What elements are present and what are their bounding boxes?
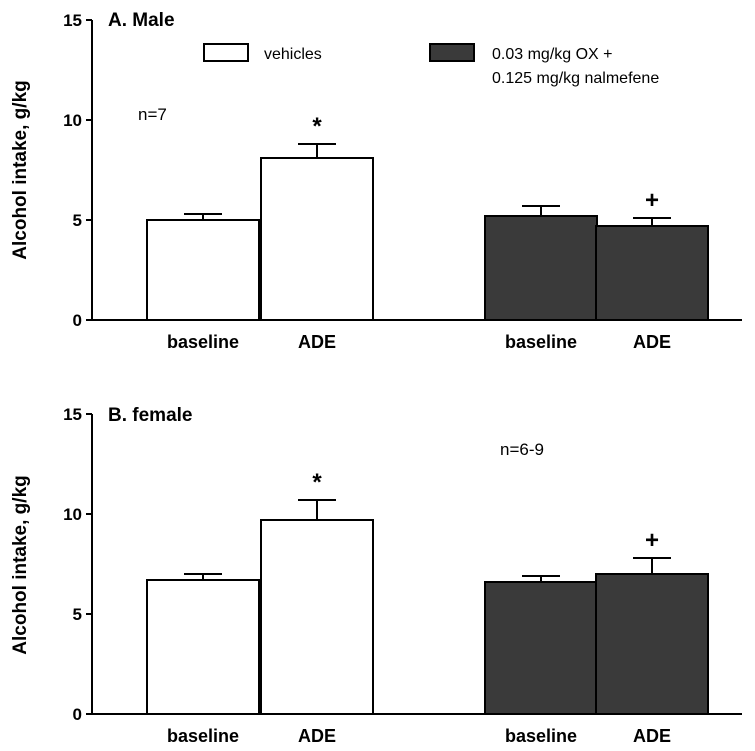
y-axis-label: Alcohol intake, g/kg [10, 475, 31, 654]
y-tick-label: 0 [73, 311, 82, 330]
y-tick-label: 10 [63, 111, 82, 130]
bar [484, 215, 598, 321]
bar [146, 579, 260, 715]
y-tick-label: 5 [73, 211, 82, 230]
y-tick-label: 5 [73, 605, 82, 624]
significance-marker: * [312, 113, 322, 140]
category-label: baseline [505, 726, 577, 746]
significance-markers: *+ [312, 113, 659, 214]
y-tick-label: 0 [73, 705, 82, 724]
bars [146, 519, 709, 715]
legend-swatch [429, 43, 475, 62]
bars [146, 157, 709, 321]
category-label: ADE [633, 332, 671, 352]
y-ticks: 0 5 10 15 [63, 11, 92, 330]
category-label: ADE [633, 726, 671, 746]
panel-title: A. Male [108, 10, 175, 31]
panel-male: A. Male Alcohol intake, g/kg n=7 *+ 0510… [10, 10, 742, 352]
y-tick-label: 15 [63, 11, 82, 30]
legend-label-line-2: 0.125 mg/kg nalmefene [492, 70, 659, 87]
bar [260, 157, 374, 321]
error-bars [184, 143, 671, 226]
bar [595, 573, 709, 715]
significance-marker: + [645, 527, 659, 554]
y-ticks: 0 5 10 15 [63, 405, 92, 724]
significance-markers: *+ [312, 469, 659, 554]
panel-female: B. female Alcohol intake, g/kg n=6-9 *+ … [10, 405, 742, 746]
sample-size-annotation: n=7 [138, 105, 167, 124]
category-labels: baseline ADE baseline ADE [167, 332, 671, 352]
legend-label: vehicles [264, 46, 322, 63]
category-label: baseline [167, 726, 239, 746]
significance-marker: * [312, 469, 322, 496]
panel-title: B. female [108, 405, 192, 426]
bar [260, 519, 374, 715]
legend: vehicles 0.03 mg/kg OX + 0.125 mg/kg nal… [203, 43, 659, 87]
sample-size-annotation: n=6-9 [500, 440, 544, 459]
category-label: baseline [167, 332, 239, 352]
bar [484, 581, 598, 715]
bar [595, 225, 709, 321]
significance-marker: + [645, 187, 659, 214]
legend-item-treatment: 0.03 mg/kg OX + 0.125 mg/kg nalmefene [429, 43, 659, 87]
legend-swatch [203, 43, 249, 62]
y-tick-label: 15 [63, 405, 82, 424]
category-label: baseline [505, 332, 577, 352]
y-tick-label: 10 [63, 505, 82, 524]
category-labels: baseline ADE baseline ADE [167, 726, 671, 746]
legend-label-line-1: 0.03 mg/kg OX + [492, 46, 613, 63]
bar [146, 219, 260, 321]
y-axis-label: Alcohol intake, g/kg [10, 80, 31, 259]
category-label: ADE [298, 332, 336, 352]
error-bars [184, 499, 671, 582]
legend-item-vehicles: vehicles [203, 43, 322, 63]
category-label: ADE [298, 726, 336, 746]
